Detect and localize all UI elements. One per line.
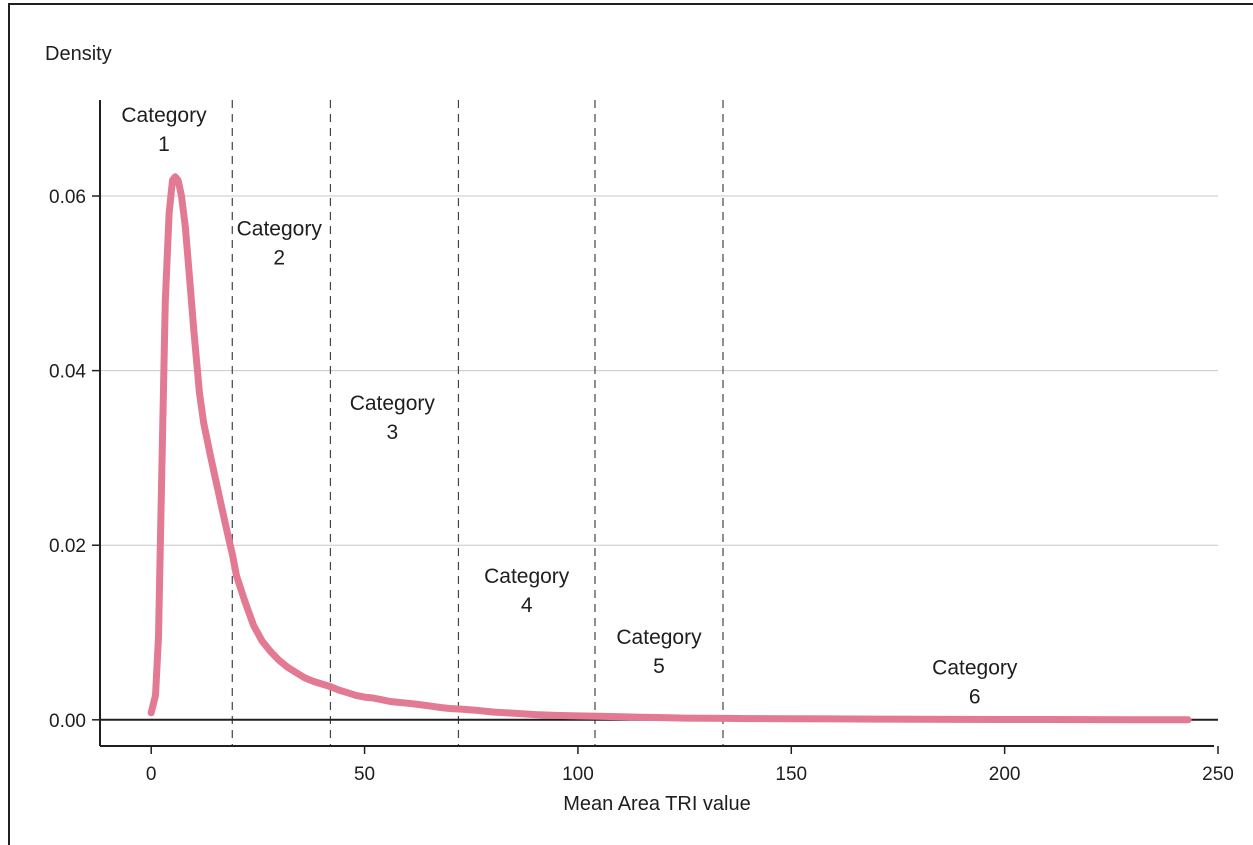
x-tick-label-4: 200 (989, 764, 1021, 785)
y-tick-label-2: 0.04 (49, 362, 86, 383)
category-label-name: Category (237, 217, 323, 240)
category-label-3: Category 3 (350, 392, 436, 444)
category-label-number: 5 (653, 655, 665, 678)
density-curve (147, 173, 1192, 724)
x-tick-label-1: 50 (354, 764, 375, 785)
y-tick-label-3: 0.06 (49, 187, 86, 208)
x-axis-label: Mean Area TRI value (563, 793, 751, 815)
y-tick-label-0: 0.00 (49, 711, 86, 732)
chart-frame (8, 3, 1253, 845)
category-label-number: 1 (158, 133, 170, 156)
category-label-number: 6 (969, 685, 981, 708)
category-label-1: Category 1 (121, 104, 207, 156)
category-label-5: Category 5 (616, 626, 702, 678)
category-label-name: Category (616, 626, 702, 649)
x-tick-label-0: 0 (146, 764, 157, 785)
y-tick-label-1: 0.02 (49, 536, 86, 557)
category-label-name: Category (350, 392, 436, 415)
tick-labels: 0 50 100 150 200 250 0.00 0.02 0.04 0.06 (49, 187, 1234, 785)
category-label-2: Category 2 (237, 217, 323, 269)
category-label-number: 2 (273, 246, 285, 269)
category-label-name: Category (932, 656, 1018, 679)
category-label-number: 3 (386, 421, 398, 444)
x-tick-label-2: 100 (562, 764, 594, 785)
y-axis-label: Density (45, 43, 112, 65)
x-tick-label-3: 150 (775, 764, 807, 785)
gridlines (100, 195, 1218, 546)
category-label-name: Category (484, 565, 570, 588)
x-tick-label-5: 250 (1202, 764, 1234, 785)
category-label-number: 4 (521, 594, 533, 617)
category-labels: Category1Category2Category3Category4Cate… (121, 104, 1017, 709)
category-label-4: Category 4 (484, 565, 570, 617)
category-label-name: Category (121, 104, 207, 127)
category-boundaries (231, 100, 724, 746)
category-label-6: Category 6 (932, 656, 1018, 708)
